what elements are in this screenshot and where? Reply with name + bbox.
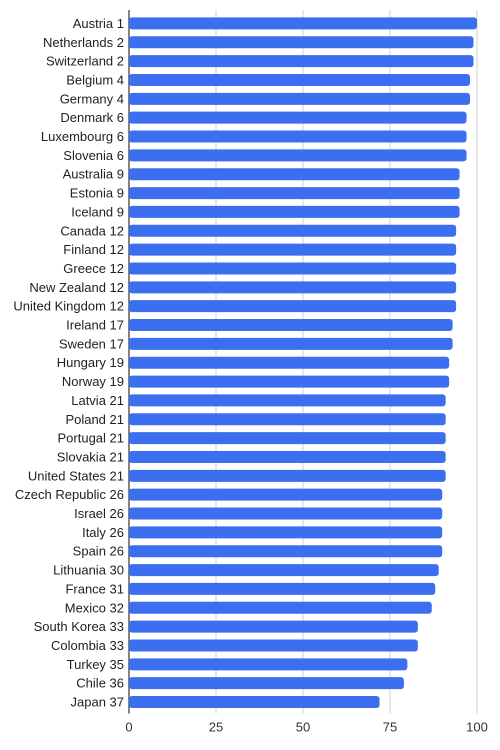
category-label: Norway 19 (62, 374, 124, 389)
bar (129, 55, 474, 68)
category-label: Canada 12 (60, 223, 124, 238)
bar (129, 168, 460, 181)
bar (129, 300, 457, 313)
bar (129, 507, 443, 520)
category-label: Estonia 9 (70, 186, 124, 201)
category-label: South Korea 33 (34, 619, 124, 634)
category-label: Switzerland 2 (46, 54, 124, 69)
category-label: Iceland 9 (71, 204, 124, 219)
bar (129, 488, 443, 501)
category-label: Greece 12 (63, 261, 124, 276)
category-label: Austria 1 (73, 16, 124, 31)
x-tick-label: 50 (296, 719, 310, 734)
bar (129, 639, 418, 652)
category-label: Germany 4 (60, 91, 124, 106)
category-label: Ireland 17 (66, 318, 124, 333)
category-label: Hungary 19 (57, 355, 124, 370)
bar (129, 319, 453, 332)
bar (129, 224, 457, 237)
bar (129, 375, 450, 388)
bar (129, 36, 474, 49)
bar (129, 658, 408, 671)
category-label: Slovakia 21 (57, 449, 124, 464)
bar (129, 469, 446, 482)
category-label: Czech Republic 26 (15, 487, 124, 502)
bar (129, 262, 457, 275)
category-label: Denmark 6 (60, 110, 124, 125)
category-label: Turkey 35 (67, 657, 124, 672)
category-label: Israel 26 (74, 506, 124, 521)
bar (129, 582, 436, 595)
category-label: Chile 36 (76, 676, 124, 691)
x-tick-label: 100 (466, 719, 488, 734)
bar (129, 243, 457, 256)
category-label: Australia 9 (63, 167, 124, 182)
category-label: Finland 12 (63, 242, 124, 257)
bar (129, 620, 418, 633)
category-label: Italy 26 (82, 525, 124, 540)
bar (129, 205, 460, 218)
bar (129, 130, 467, 143)
category-label: Netherlands 2 (43, 35, 124, 50)
bar (129, 17, 477, 30)
category-label: Lithuania 30 (53, 563, 124, 578)
bar (129, 545, 443, 558)
bar (129, 149, 467, 162)
category-label: New Zealand 12 (29, 280, 124, 295)
category-label: United States 21 (28, 468, 124, 483)
bar (129, 187, 460, 200)
category-label: Colombia 33 (51, 638, 124, 653)
category-label: Luxembourg 6 (41, 129, 124, 144)
bar (129, 564, 439, 577)
bar (129, 601, 432, 614)
category-label: Slovenia 6 (63, 148, 124, 163)
category-labels: Austria 1 Netherlands 2 Switzerland 2 Belgi… (13, 16, 124, 710)
x-axis-ticks: 0 25 50 75 100 (125, 719, 487, 734)
bar (129, 73, 471, 86)
bar (129, 337, 453, 350)
bar (129, 696, 380, 709)
bar (129, 432, 446, 445)
category-label: Spain 26 (73, 544, 124, 559)
bars (129, 17, 477, 709)
category-label: United Kingdom 12 (13, 299, 124, 314)
bar (129, 281, 457, 294)
category-label: Poland 21 (65, 412, 124, 427)
bar (129, 677, 404, 690)
bar (129, 450, 446, 463)
bar (129, 92, 471, 105)
bar (129, 526, 443, 539)
bar (129, 111, 467, 124)
category-label: France 31 (65, 581, 124, 596)
category-label: Latvia 21 (71, 393, 124, 408)
x-tick-label: 75 (383, 719, 397, 734)
bar (129, 356, 450, 369)
x-tick-label: 25 (209, 719, 223, 734)
category-label: Portugal 21 (58, 431, 125, 446)
bar (129, 394, 446, 407)
category-label: Mexico 32 (65, 600, 124, 615)
x-tick-label: 0 (125, 719, 132, 734)
category-label: Sweden 17 (59, 336, 124, 351)
category-label: Japan 37 (71, 695, 125, 710)
category-label: Belgium 4 (66, 72, 124, 87)
bar (129, 413, 446, 426)
